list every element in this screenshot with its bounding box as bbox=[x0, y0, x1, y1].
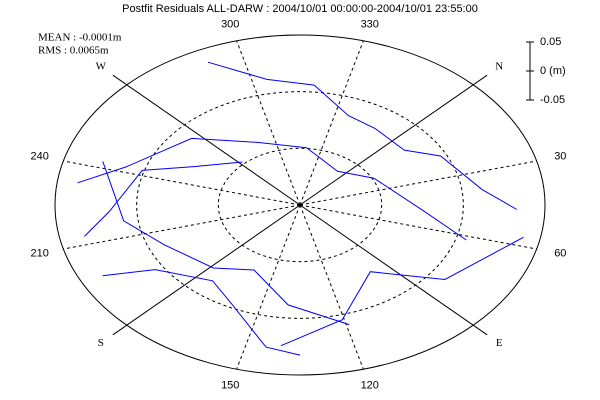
chart-title: Postfit Residuals ALL-DARW : 2004/10/01 … bbox=[122, 3, 478, 15]
compass-line bbox=[299, 74, 488, 206]
azimuth-line bbox=[236, 40, 301, 206]
elevation-ring bbox=[136, 91, 464, 319]
azimuth-line bbox=[63, 204, 301, 250]
compass-label: W bbox=[96, 60, 107, 72]
compass-line bbox=[299, 204, 488, 336]
azimuth-line bbox=[299, 204, 537, 250]
azimuth-label: 240 bbox=[31, 151, 49, 163]
azimuth-line bbox=[63, 160, 301, 206]
mean-stat: MEAN : -0.0001m bbox=[38, 32, 122, 44]
azimuth-label: 120 bbox=[361, 380, 379, 392]
compass-label: N bbox=[495, 60, 503, 72]
scale-label: 0 (m) bbox=[540, 65, 566, 77]
residual-track bbox=[280, 236, 524, 347]
residual-track bbox=[102, 161, 350, 326]
azimuth-line bbox=[236, 204, 301, 370]
elevation-ring bbox=[54, 34, 546, 376]
compass-label: E bbox=[496, 337, 503, 349]
azimuth-label: 60 bbox=[554, 247, 566, 259]
azimuth-line bbox=[299, 40, 364, 206]
azimuth-label: 300 bbox=[221, 18, 239, 30]
azimuth-label: 210 bbox=[31, 247, 49, 259]
scale-label: -0.05 bbox=[540, 94, 565, 106]
compass-line bbox=[112, 204, 301, 336]
residual-track bbox=[77, 137, 467, 241]
elevation-ring bbox=[217, 147, 383, 263]
residual-track bbox=[102, 269, 301, 356]
compass-line bbox=[112, 74, 301, 206]
azimuth-label: 150 bbox=[221, 380, 239, 392]
azimuth-label: 30 bbox=[554, 151, 566, 163]
azimuth-line bbox=[299, 160, 537, 206]
rms-stat: RMS : 0.0065m bbox=[38, 45, 109, 57]
azimuth-line bbox=[299, 204, 364, 370]
compass-label: S bbox=[98, 337, 104, 349]
scale-label: 0.05 bbox=[540, 36, 561, 48]
azimuth-label: 330 bbox=[361, 18, 379, 30]
residual-track bbox=[207, 61, 518, 210]
residual-track bbox=[84, 161, 243, 237]
